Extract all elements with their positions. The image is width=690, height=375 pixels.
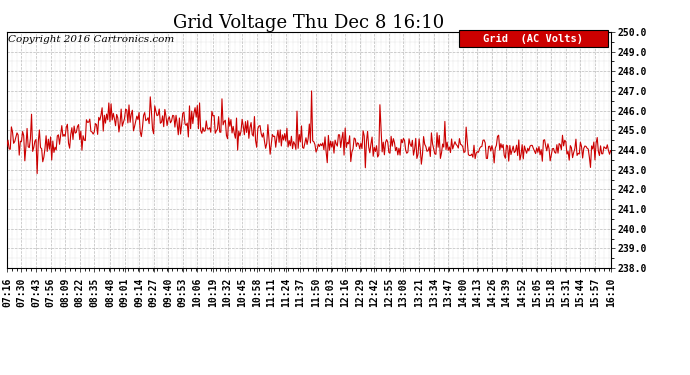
FancyBboxPatch shape [458,30,609,47]
Text: Copyright 2016 Cartronics.com: Copyright 2016 Cartronics.com [8,35,175,44]
Text: Grid  (AC Volts): Grid (AC Volts) [484,34,583,44]
Title: Grid Voltage Thu Dec 8 16:10: Grid Voltage Thu Dec 8 16:10 [173,14,444,32]
